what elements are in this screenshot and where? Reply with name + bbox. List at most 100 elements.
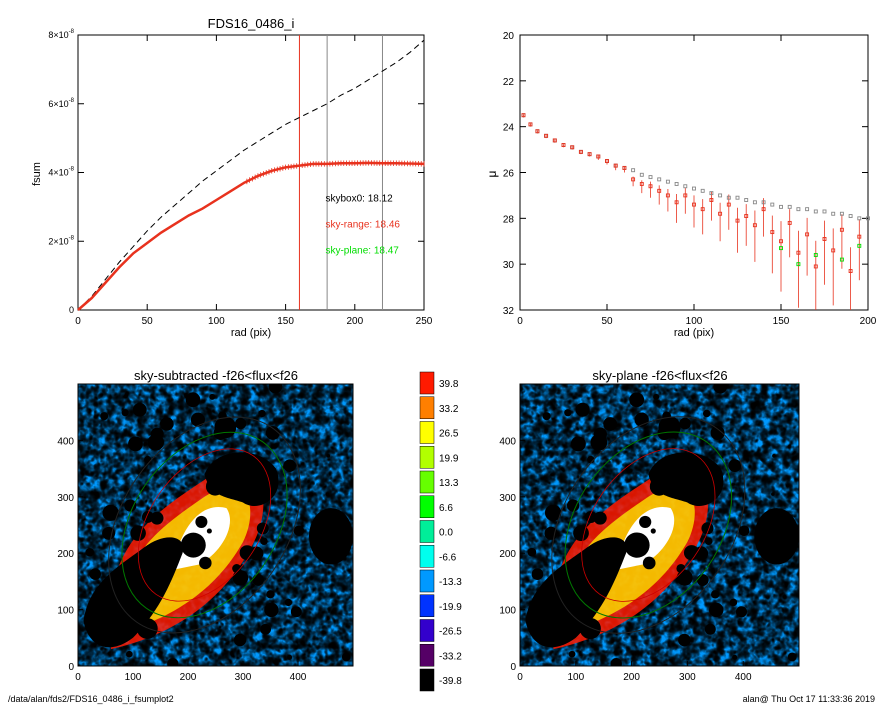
mu-xtick-label: 0 — [517, 316, 523, 327]
fsum-xtick-label: 100 — [208, 316, 225, 327]
mu-point — [718, 211, 723, 216]
map-star-mask — [729, 598, 738, 607]
mu-point — [839, 211, 844, 216]
map-star-mask — [326, 454, 331, 458]
mu-point — [779, 204, 783, 209]
mu-point — [857, 216, 862, 221]
mu-point — [561, 143, 566, 147]
mu-point — [779, 239, 783, 244]
fsum-xlabel: rad (pix) — [231, 327, 271, 339]
map-star-mask — [232, 569, 249, 586]
map-xtick-label: 200 — [623, 672, 640, 683]
mu-point — [528, 122, 533, 127]
fsum-ytick-label: 2×10-8 — [48, 235, 74, 246]
map-star-mask — [784, 527, 799, 541]
fsum-ytick-exp: -8 — [69, 235, 75, 241]
mu-point — [866, 216, 870, 221]
mu-point — [752, 200, 757, 205]
mu-point — [657, 177, 662, 182]
mu-point — [674, 200, 679, 205]
mu-point — [578, 149, 583, 154]
map-xtick-label: 0 — [517, 672, 523, 683]
map-left: 0 100 200 300 400 0 100 200 300 400 — [57, 383, 354, 683]
map-star-mask — [704, 623, 716, 635]
colorbar: 39.8 33.2 26.5 19.9 13.3 6.6 0.0 -6.6 -13.3 -19.9… — [419, 371, 462, 692]
mu-point — [735, 195, 740, 200]
fsum-ytick-exp: -8 — [69, 167, 75, 173]
mu-point — [726, 195, 731, 200]
fsum-xtick-label: 150 — [277, 316, 294, 327]
map-ellipse-outer — [108, 416, 301, 634]
colorbar-swatch — [419, 668, 435, 692]
mu-point — [744, 214, 749, 218]
mu-point — [839, 227, 844, 232]
mu-point — [796, 250, 801, 255]
fsum-xtick-label: 250 — [416, 316, 433, 327]
map-xtick-label: 400 — [290, 672, 307, 683]
mu-point — [631, 168, 636, 173]
map-ytick-label: 300 — [57, 493, 74, 504]
map-frame — [519, 383, 800, 667]
map-ellipse-red — [137, 448, 272, 602]
map-star-mask — [325, 492, 329, 496]
map-star-mask — [610, 658, 622, 666]
map-star-mask — [573, 525, 589, 542]
fsum-annotation: sky-range: 18.46 — [325, 220, 400, 231]
colorbar-swatch — [419, 495, 435, 518]
mu-point — [761, 200, 766, 205]
mu-point — [831, 248, 836, 253]
map-image — [78, 384, 353, 666]
map-star-mask — [239, 545, 255, 561]
map-star-mask — [642, 556, 656, 570]
mu-point — [796, 207, 801, 212]
map-star-mask — [160, 417, 174, 431]
fsum-series-dashed — [77, 39, 425, 311]
map-star-mask — [167, 658, 179, 666]
map-star-mask — [579, 617, 601, 640]
map-star-mask — [150, 511, 164, 525]
mu-point — [726, 202, 731, 207]
map-left-title: sky-subtracted -f26<flux<f26 — [134, 368, 298, 383]
map-star-mask — [624, 532, 650, 558]
mu-ylabel: μ — [485, 170, 499, 177]
map-star-mask — [543, 625, 551, 633]
map-star-mask — [140, 563, 151, 574]
mu-point — [648, 184, 653, 189]
map-star-mask — [150, 427, 164, 441]
mu-point — [848, 214, 853, 218]
map-star-mask — [676, 569, 693, 586]
map-star-mask — [710, 590, 720, 599]
map-star-mask — [603, 417, 618, 431]
map-star-mask — [147, 554, 163, 570]
map-star-mask — [190, 412, 205, 427]
map-mask-companion — [204, 452, 279, 506]
mu-point — [613, 163, 618, 168]
fsum-ytick-exp: -8 — [69, 98, 75, 104]
map-star-mask — [252, 574, 264, 586]
map-star-mask — [293, 525, 305, 537]
fsum-frame — [77, 34, 425, 311]
mu-point — [813, 264, 818, 269]
map-ellipse-green — [564, 431, 733, 619]
colorbar-label: -33.2 — [439, 651, 462, 662]
mu-point — [631, 177, 636, 182]
colorbar-swatch — [419, 619, 435, 642]
fsum-ytick-exp: -8 — [69, 29, 75, 35]
mu-point — [813, 253, 818, 257]
mu-point — [805, 207, 810, 212]
mu-point — [779, 246, 783, 251]
mu-point — [692, 202, 696, 207]
map-star-mask — [102, 526, 116, 540]
mu-point — [709, 191, 714, 196]
map-star-mask — [128, 436, 143, 452]
mu-point — [544, 133, 549, 138]
colorbar-swatch — [419, 644, 435, 667]
map-star-mask — [683, 545, 700, 561]
mu-point — [639, 182, 644, 186]
mu-point — [770, 230, 775, 235]
map-ytick-label: 0 — [510, 662, 516, 673]
mu-point — [683, 193, 688, 198]
map-star-mask — [595, 582, 605, 592]
colorbar-swatch — [419, 446, 435, 469]
